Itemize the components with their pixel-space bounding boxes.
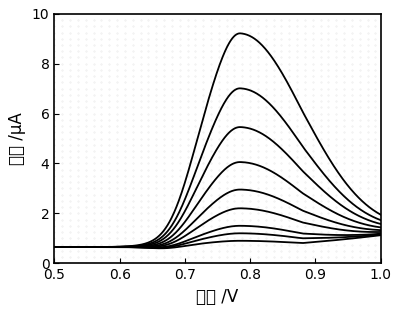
Y-axis label: 电流 /μA: 电流 /μA xyxy=(8,112,26,165)
X-axis label: 电势 /V: 电势 /V xyxy=(196,288,239,306)
